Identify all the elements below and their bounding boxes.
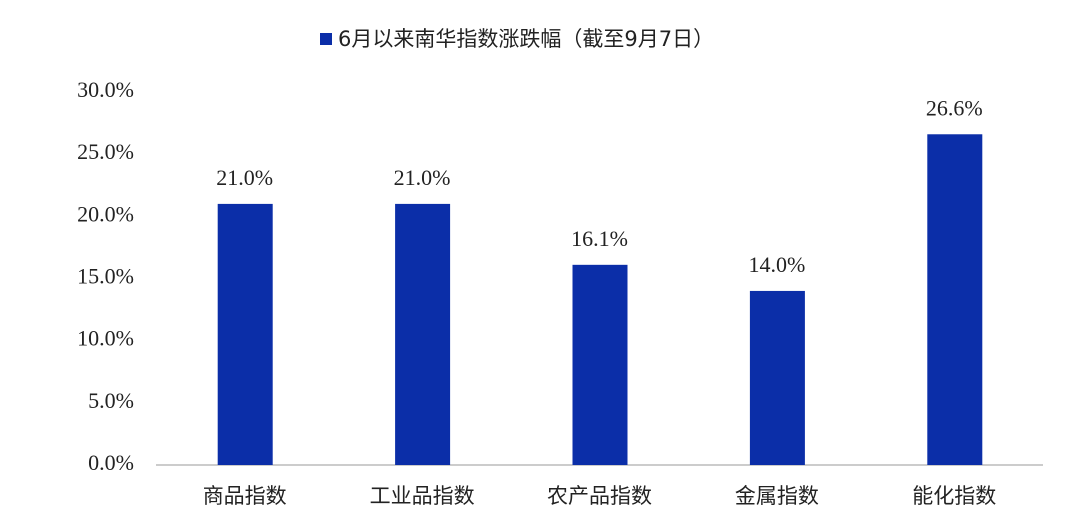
y-tick-label: 25.0% [77, 139, 134, 164]
x-tick-label: 金属指数 [735, 484, 819, 508]
bar [217, 203, 273, 465]
y-tick-label: 20.0% [77, 201, 134, 226]
legend-label: 6月以来南华指数涨跌幅（截至9月7日） [338, 27, 714, 51]
bar [749, 290, 805, 465]
x-tick-label: 农产品指数 [547, 484, 652, 508]
data-label: 26.6% [926, 95, 983, 120]
x-tick-label: 商品指数 [203, 484, 287, 508]
bar [572, 264, 628, 465]
y-tick-label: 5.0% [88, 388, 134, 413]
data-label: 16.1% [571, 226, 628, 251]
y-tick-label: 15.0% [77, 264, 134, 289]
y-tick-label: 30.0% [77, 77, 134, 102]
legend-swatch [320, 33, 332, 45]
x-tick-label: 工业品指数 [370, 484, 475, 508]
bar [395, 203, 451, 465]
x-tick-label: 能化指数 [912, 484, 996, 508]
data-label: 21.0% [216, 165, 273, 190]
data-label: 14.0% [748, 252, 805, 277]
y-tick-label: 0.0% [88, 450, 134, 475]
data-label: 21.0% [394, 165, 451, 190]
y-tick-label: 10.0% [77, 326, 134, 351]
bar [927, 134, 983, 466]
